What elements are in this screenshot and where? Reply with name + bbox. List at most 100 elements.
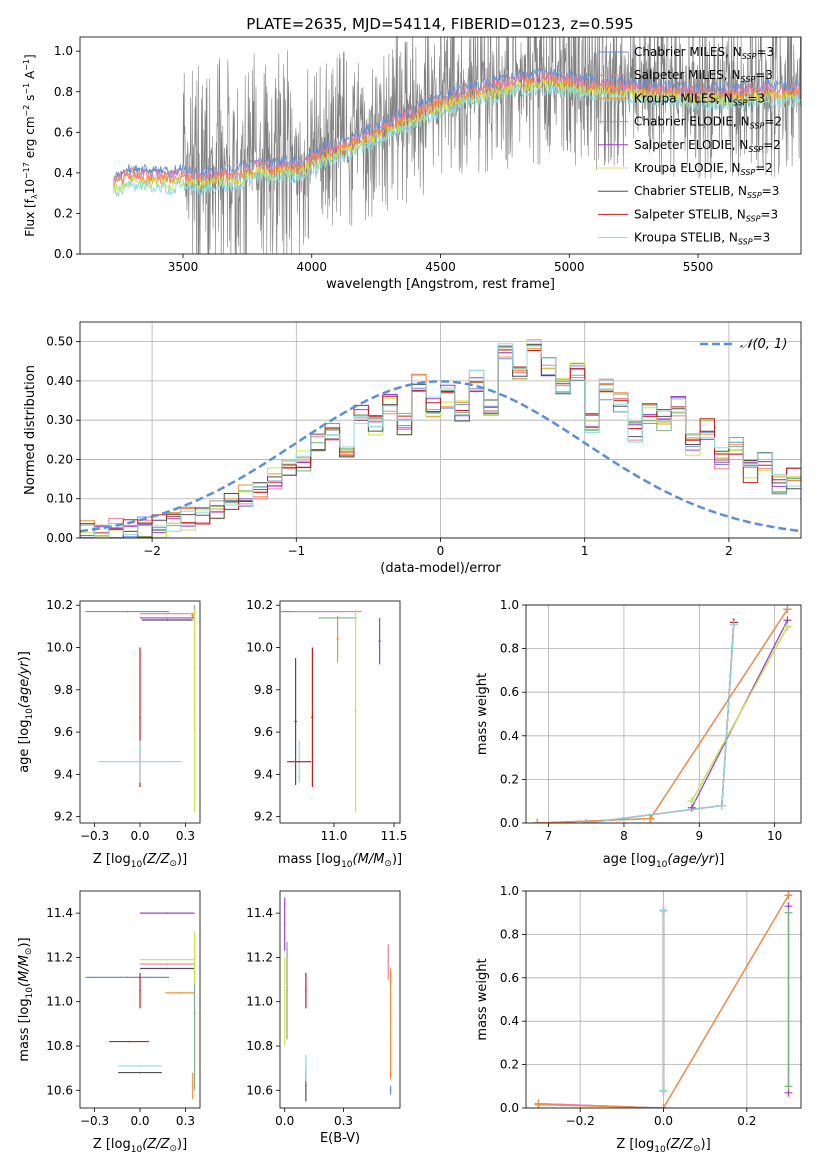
data-point-salpeter_elodie	[378, 640, 381, 642]
plot-residuals: −2 −1 0 1 2 0.00 0.10 0.20 0.30 0.40 0.50 (data-mod…	[23, 321, 802, 576]
marker-kroupa_elodie	[687, 797, 696, 806]
data-point-salpeter_miles	[166, 963, 169, 965]
plot-area	[283, 897, 392, 1102]
axes-frame	[279, 600, 401, 824]
axis-label: Z [log10(Z/Z⊙)]	[93, 852, 187, 870]
marker-kroupa_miles	[533, 819, 542, 823]
data-point-kroupa_miles	[191, 1085, 194, 1087]
y-tick-label: 10.0	[246, 641, 273, 655]
x-tick-label: 0.0	[654, 1114, 673, 1128]
y-tick-label: 0.10	[46, 492, 73, 506]
marker-chabrier_elodie	[784, 1082, 793, 1091]
axes-frame	[525, 890, 802, 1109]
figure-title: PLATE=2635, MJD=54114, FIBERID=0123, z=0…	[246, 15, 633, 33]
data-point-chabrier_stelib	[139, 1071, 141, 1074]
marker-kroupa_miles	[784, 891, 793, 900]
y-tick-label: 11.4	[246, 906, 273, 920]
legend-label-salpeter_miles: Salpeter MILES, NSSP=3	[634, 68, 773, 84]
model-line-kroupa_stelib	[113, 84, 801, 197]
x-tick-label: 4500	[425, 260, 456, 274]
plot-age_vs_mass: 11.0 11.5 9.2 9.4 9.6 9.8 10.0 10.2 mass [log10(…	[246, 598, 407, 870]
y-tick-label: 9.4	[254, 767, 273, 781]
y-tick-label: 0.8	[54, 85, 73, 99]
data-point-chabrier_elodie	[336, 617, 339, 619]
marker-kroupa_elodie	[783, 622, 792, 631]
x-tick-label: 4000	[296, 260, 327, 274]
legend-label-chabrier_miles: Chabrier MILES, NSSP=3	[634, 45, 774, 61]
x-tick-label: 0.0	[130, 1114, 149, 1128]
x-tick-label: 0.0	[130, 829, 149, 843]
y-tick-label: 1.0	[500, 884, 519, 898]
data-point-kroupa_stelib	[305, 1067, 307, 1069]
plot-mass_vs_Z: −0.3 0.0 0.3 10.6 10.8 11.0 11.2 11.4 Z [log10(Z…	[17, 890, 201, 1155]
y-tick-label: 10.0	[46, 641, 73, 655]
y-tick-label: 0.6	[500, 971, 519, 985]
y-axis-label: mass weight	[475, 958, 490, 1040]
x-tick-label: 11.0	[321, 829, 348, 843]
plot-weight_vs_Z: −0.2 0.0 0.2 0.0 0.2 0.4 0.6 0.8 1.0 Z [log10(Z/Z…	[475, 884, 802, 1155]
axes-frame	[79, 36, 802, 255]
data-point-kroupa_elodie	[166, 958, 169, 961]
plot-mass_vs_ebv: 0.0 0.3 10.6 10.8 11.0 11.2 11.4 E(B-V)	[246, 890, 401, 1146]
data-point-salpeter_miles	[387, 961, 390, 963]
x-tick-label: 0.0	[275, 1114, 294, 1128]
model-line-salpeter_miles	[113, 71, 801, 188]
y-tick-label: 0.8	[500, 642, 519, 656]
y-tick-label: 10.2	[46, 598, 73, 612]
axes-frame	[525, 604, 802, 824]
legend-label-chabrier_elodie: Chabrier ELODIE, NSSP=2	[634, 115, 782, 131]
hist-kroupa_stelib	[80, 343, 801, 538]
y-tick-label: 10.2	[246, 598, 273, 612]
plot-area	[533, 605, 792, 823]
marker-kroupa_stelib	[717, 801, 726, 810]
legend-label-kroupa_stelib: Kroupa STELIB, NSSP=3	[634, 231, 770, 247]
x-tick-label: 3500	[168, 260, 199, 274]
x-axis-label: E(B-V)	[320, 1131, 360, 1146]
y-tick-label: 11.2	[46, 950, 73, 964]
y-tick-label: 10.8	[46, 1039, 73, 1053]
series-line-chabrier_stelib	[586, 622, 735, 823]
data-point-kroupa_elodie	[193, 710, 196, 712]
plot-area	[85, 605, 196, 813]
data-point-kroupa_miles	[191, 615, 194, 617]
y-tick-label: 0.6	[500, 685, 519, 699]
y-tick-label: 0.00	[46, 531, 73, 545]
marker-kroupa_miles	[783, 605, 792, 614]
legend-label-salpeter_elodie: Salpeter ELODIE, NSSP=2	[634, 138, 781, 154]
x-tick-label: 9	[695, 829, 703, 843]
x-tick-label: 1	[581, 544, 589, 558]
y-tick-label: 0.4	[500, 729, 519, 743]
gaussian-curve	[80, 380, 801, 533]
x-tick-label: −0.2	[566, 1114, 595, 1128]
x-tick-label: 7	[545, 829, 553, 843]
y-tick-label: 0.50	[46, 335, 73, 349]
x-tick-label: 0.3	[176, 1114, 195, 1128]
data-point-salpeter_miles	[327, 610, 329, 613]
x-tick-label: 5000	[554, 260, 585, 274]
data-point-chabrier_stelib	[166, 967, 169, 970]
series-line-kroupa_miles	[537, 609, 788, 823]
x-tick-label: 0.3	[176, 829, 195, 843]
marker-kroupa_stelib	[729, 620, 738, 629]
axis-label: Z [log10(Z/Z⊙)]	[616, 1137, 710, 1155]
data-point-kroupa_miles	[336, 638, 339, 640]
data-point-salpeter_elodie	[283, 923, 286, 926]
marker-kroupa_miles	[534, 1100, 543, 1108]
y-tick-label: 0.2	[500, 772, 519, 786]
model-line-kroupa_miles	[113, 75, 801, 188]
legend-label-gaussian: 𝒩(0, 1)	[740, 337, 787, 352]
hist-kroupa_miles	[80, 347, 801, 538]
model-line-chabrier_miles	[113, 67, 801, 183]
plot-area	[113, 37, 801, 254]
data-point-chabrier_stelib	[166, 619, 169, 621]
data-point-kroupa_elodie	[283, 1000, 286, 1003]
marker-kroupa_miles	[659, 1104, 668, 1108]
x-tick-label: −0.3	[80, 829, 109, 843]
plot-area	[85, 912, 196, 1100]
axis-label: mass [log10(M/M⊙)]	[17, 937, 35, 1061]
x-tick-label: 5500	[683, 260, 714, 274]
x-tick-label: −2	[143, 544, 161, 558]
plot-area	[281, 609, 381, 813]
x-tick-label: 0	[437, 544, 445, 558]
data-point-chabrier_miles	[126, 976, 129, 979]
